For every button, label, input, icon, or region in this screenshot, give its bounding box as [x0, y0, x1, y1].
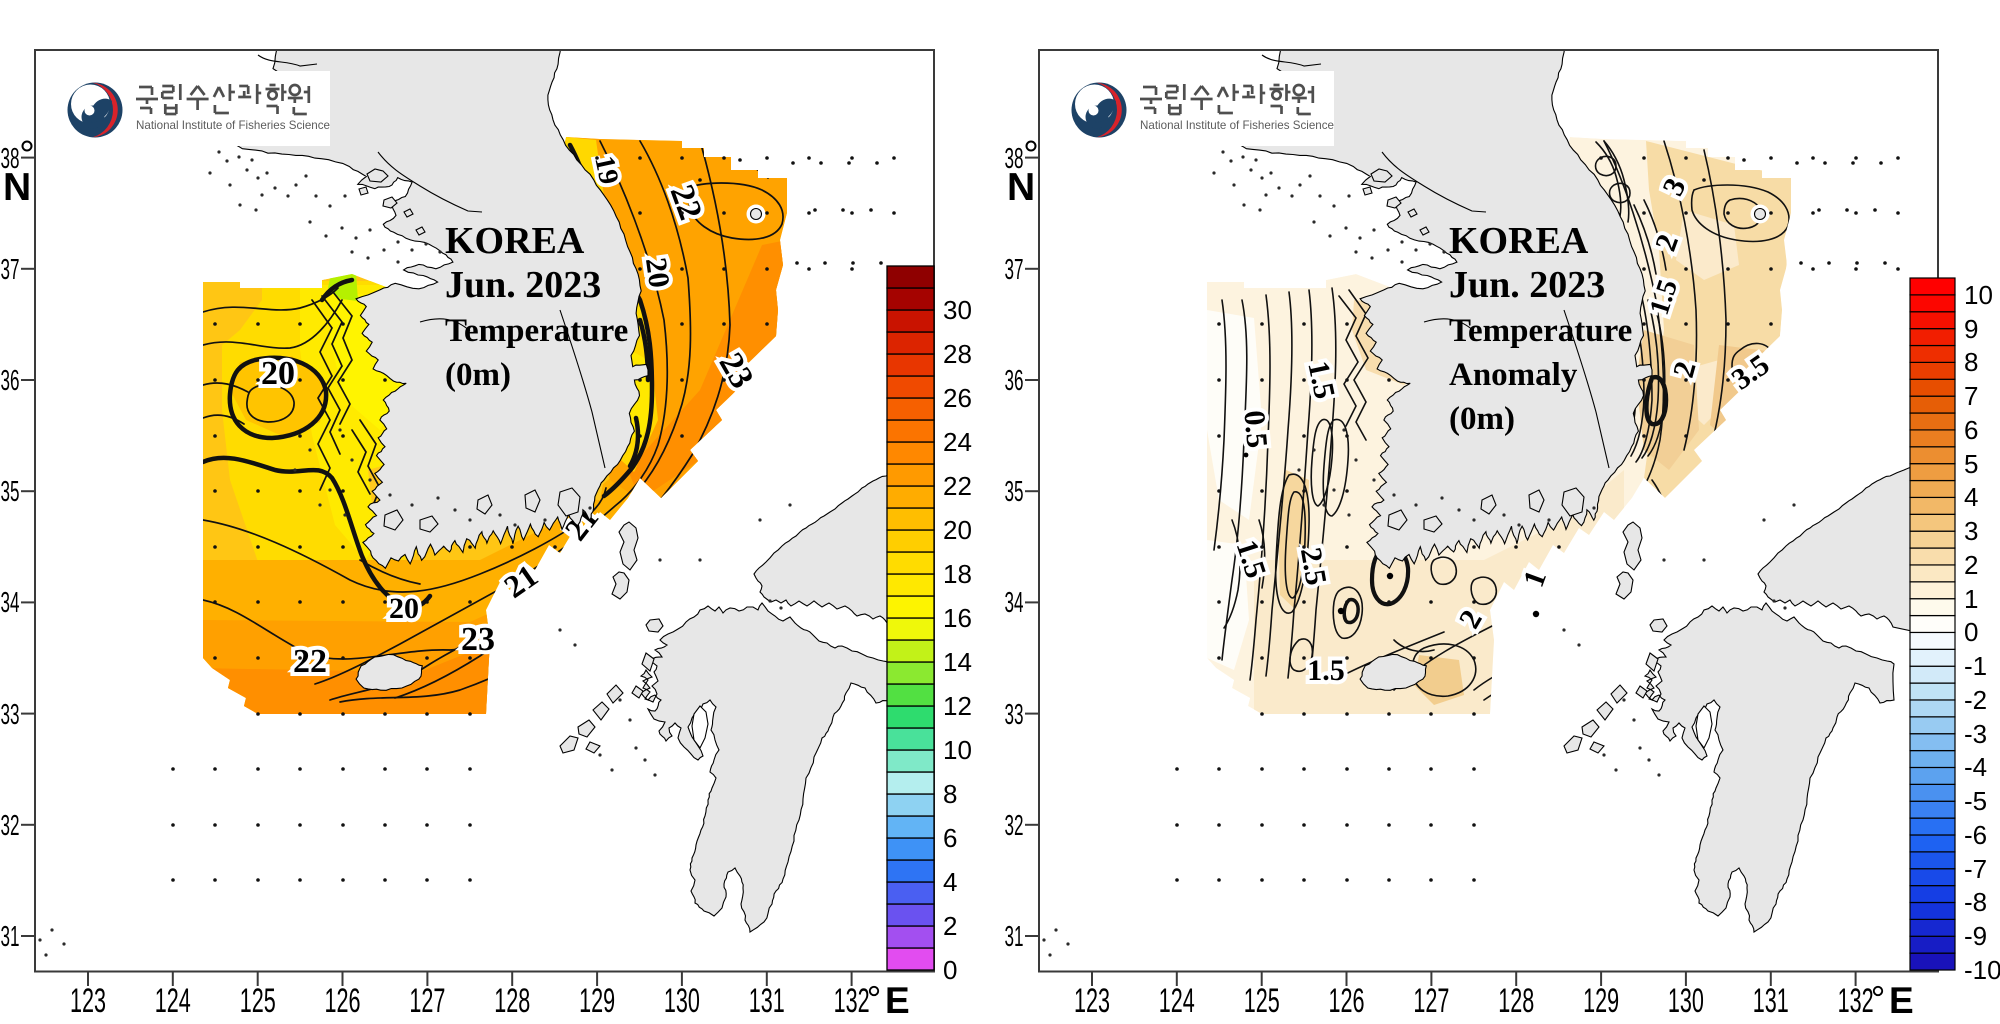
- svg-text:0.5: 0.5: [1237, 409, 1273, 449]
- svg-text:National Institute of Fisherie: National Institute of Fisheries Science: [136, 119, 330, 132]
- svg-text:23: 23: [461, 621, 495, 658]
- svg-text:(0m): (0m): [445, 357, 511, 393]
- svg-text:1.5: 1.5: [1307, 654, 1345, 687]
- svg-text:20: 20: [639, 256, 676, 290]
- svg-text:KOREA: KOREA: [445, 220, 585, 262]
- svg-text:Anomaly: Anomaly: [1449, 357, 1578, 393]
- svg-text:Temperature: Temperature: [1449, 313, 1632, 349]
- svg-text:KOREA: KOREA: [1449, 220, 1589, 262]
- svg-text:Temperature: Temperature: [445, 313, 628, 349]
- svg-text:(0m): (0m): [1449, 401, 1515, 437]
- svg-text:Jun. 2023: Jun. 2023: [445, 264, 601, 306]
- svg-text:22: 22: [293, 643, 327, 680]
- svg-text:Jun. 2023: Jun. 2023: [1449, 264, 1605, 306]
- svg-text:2.5: 2.5: [1294, 545, 1333, 588]
- svg-text:20: 20: [261, 355, 295, 392]
- svg-text:National Institute of Fisherie: National Institute of Fisheries Science: [1140, 119, 1334, 132]
- svg-text:20: 20: [389, 592, 419, 625]
